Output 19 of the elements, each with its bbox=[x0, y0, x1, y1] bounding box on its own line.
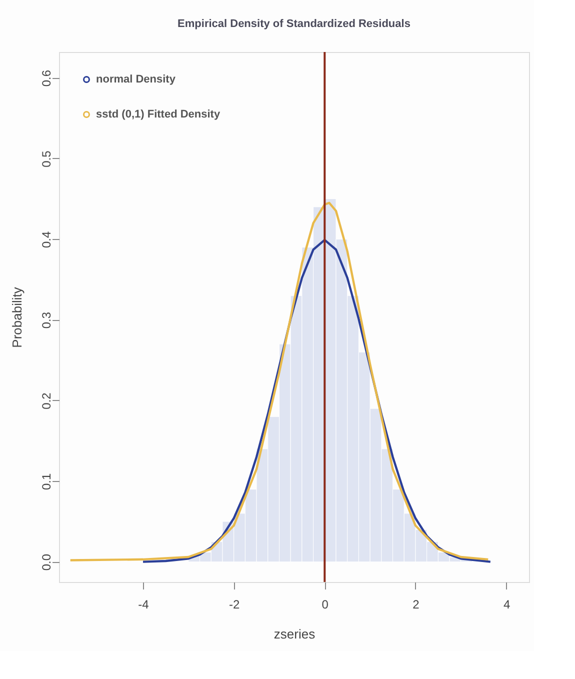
y-tick-label: 0.2 bbox=[40, 392, 54, 410]
y-tick-label: 0.3 bbox=[40, 312, 54, 329]
line-series bbox=[142, 238, 492, 563]
chart-title: Empirical Density of Standardized Residuals bbox=[178, 18, 410, 30]
y-tick-label: 0.4 bbox=[40, 230, 54, 248]
x-tick-label: -4 bbox=[138, 598, 150, 612]
legend-label: normal Density bbox=[96, 74, 176, 86]
x-tick-label: 4 bbox=[503, 598, 510, 612]
legend-label: sstd (0,1) Fitted Density bbox=[96, 108, 221, 120]
y-tick-label: 0.5 bbox=[40, 150, 54, 168]
line-series bbox=[69, 202, 490, 562]
x-tick-label: 2 bbox=[412, 598, 420, 612]
y-tick-label: 0.6 bbox=[40, 70, 54, 87]
x-tick-label: 0 bbox=[322, 598, 329, 612]
x-axis-title: zseries bbox=[274, 626, 316, 642]
y-tick-label: 0.0 bbox=[40, 554, 54, 571]
x-tick-label: -2 bbox=[228, 598, 240, 612]
y-tick-label: 0.1 bbox=[40, 473, 54, 490]
y-axis-title: Probability bbox=[10, 286, 24, 348]
